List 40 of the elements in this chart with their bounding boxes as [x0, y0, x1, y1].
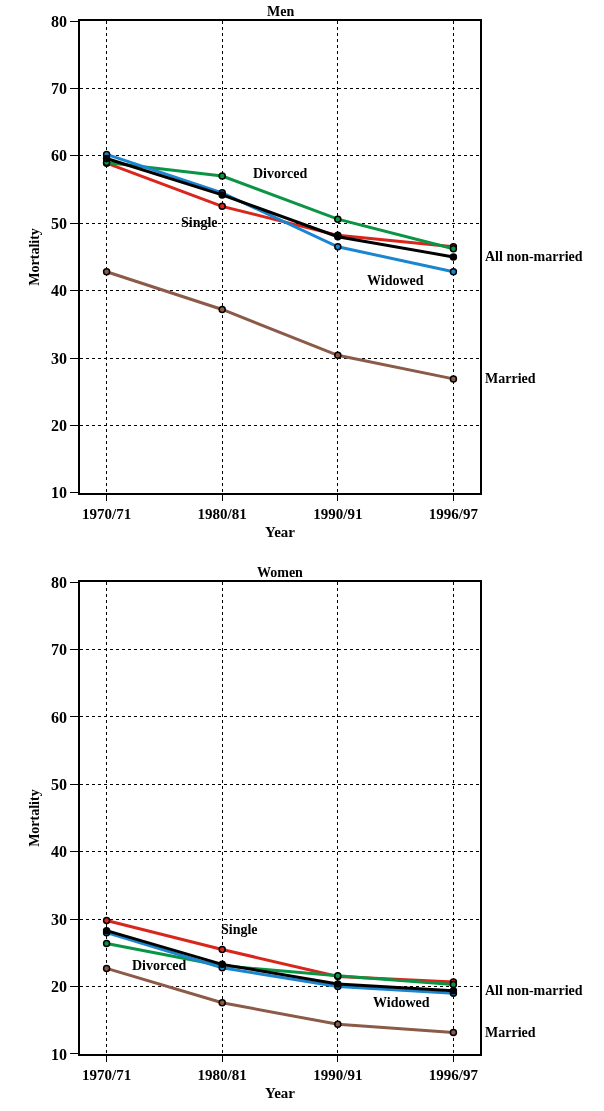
series-label: Divorced	[253, 166, 308, 181]
text: All non-married	[485, 249, 583, 264]
y-tick-label: 10	[51, 1045, 68, 1063]
y-tick-label: 30	[51, 349, 68, 367]
x-tick-label: 1980/81	[197, 505, 247, 522]
y-tick-label: 10	[51, 484, 68, 502]
y-tick-label: 40	[51, 843, 68, 861]
text: Married	[485, 371, 536, 386]
text: All non-married	[485, 983, 583, 998]
x-tick-label: 1980/81	[197, 1066, 247, 1083]
series-label: Divorced	[132, 958, 187, 973]
x-tick-label: 1996/97	[428, 505, 479, 522]
x-axis-title: Year	[265, 1085, 296, 1102]
y-tick-label: 80	[51, 12, 68, 30]
y-tick-label: 30	[51, 910, 68, 928]
y-tick-label: 70	[51, 641, 68, 659]
y-tick-label: 70	[51, 80, 68, 97]
series-label: Widowed	[367, 273, 424, 288]
y-tick-label: 40	[51, 282, 68, 300]
y-tick-label: 50	[51, 214, 68, 232]
x-tick-label: 1990/91	[313, 1066, 363, 1083]
y-tick-label: 20	[51, 417, 68, 434]
y-tick-label: 60	[51, 147, 68, 165]
y-tick-label: 50	[51, 776, 68, 793]
y-tick-label: 20	[51, 978, 68, 996]
x-axis-title: Year	[265, 524, 296, 541]
series-label: Widowed	[373, 995, 430, 1010]
y-axis-title: Mortality	[27, 228, 43, 286]
x-tick-label: 1990/91	[313, 505, 363, 522]
chart-title: Men	[267, 4, 295, 19]
y-axis-title: Mortality	[27, 789, 43, 847]
text: Married	[485, 1025, 536, 1040]
y-tick-label: 80	[51, 573, 68, 591]
chart-title: Women	[257, 565, 304, 580]
series-label: Single	[221, 922, 258, 937]
x-tick-label: 1996/97	[428, 1066, 479, 1083]
x-tick-label: 1970/71	[82, 1066, 132, 1083]
y-tick-label: 60	[51, 708, 68, 726]
x-tick-label: 1970/71	[82, 505, 132, 522]
series-label: Single	[181, 215, 218, 230]
